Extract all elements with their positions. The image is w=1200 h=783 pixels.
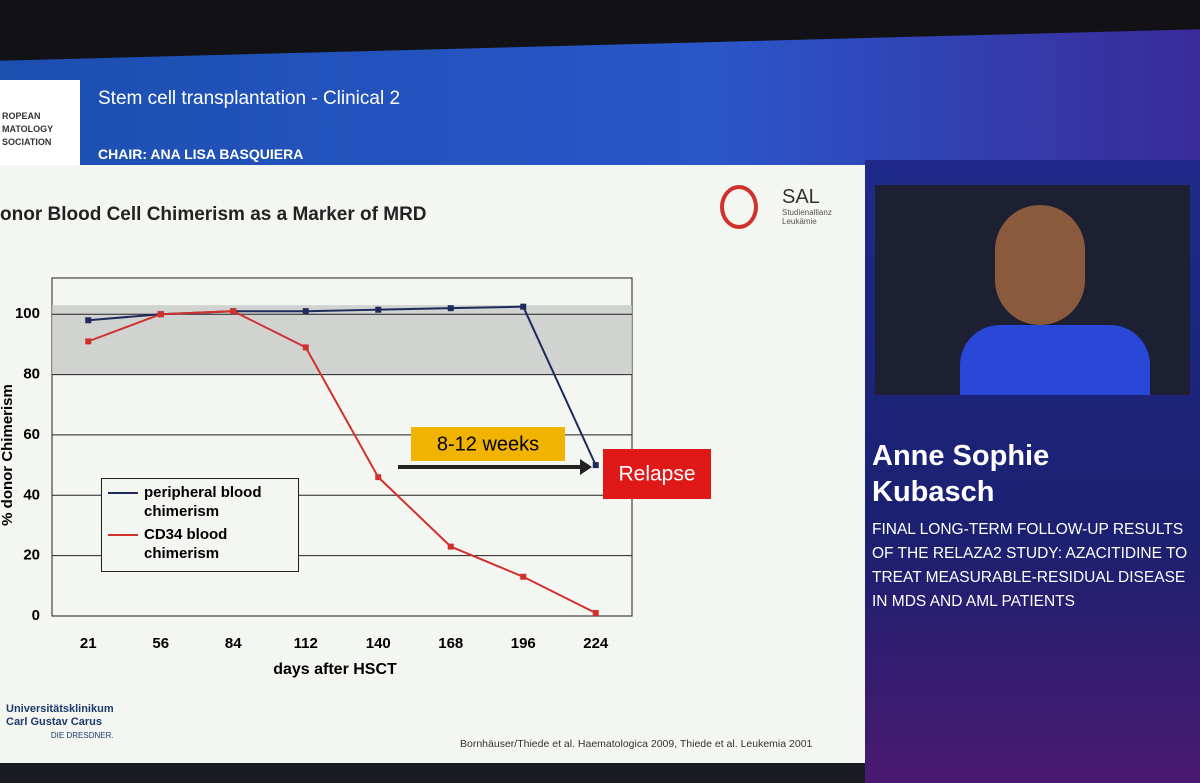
data-point bbox=[520, 303, 527, 310]
talk-title: FINAL LONG-TERM FOLLOW-UP RESULTS OF THE… bbox=[872, 521, 1188, 610]
chair: CHAIR: ANA LISA BASQUIERA bbox=[98, 146, 304, 162]
data-point bbox=[447, 543, 454, 550]
institution: Universitätsklinikum Carl Gustav Carus D… bbox=[6, 703, 114, 742]
annotation: 8-12 weeks bbox=[437, 433, 539, 455]
data-point bbox=[520, 573, 527, 580]
x-tick-label: 56 bbox=[152, 635, 169, 652]
legend-entry: CD34 blood chimerism bbox=[108, 525, 292, 563]
legend-entry: peripheral blood chimerism bbox=[108, 483, 292, 521]
arrow-head bbox=[580, 459, 592, 475]
logo-line: MATOLOGY bbox=[2, 124, 54, 134]
x-tick-label: 224 bbox=[583, 635, 609, 652]
logo-text: ROPEAN MATOLOGY SOCIATION bbox=[2, 110, 53, 149]
sal-logo bbox=[720, 185, 758, 229]
chart-title: onor Blood Cell Chimerism as a Marker of… bbox=[0, 204, 427, 225]
name-line: Anne Sophie bbox=[872, 440, 1050, 472]
legend-key bbox=[108, 534, 138, 536]
annotation-box bbox=[603, 449, 711, 499]
x-tick-label: 84 bbox=[225, 635, 242, 652]
sal-sub-line: Leukämie bbox=[782, 217, 817, 226]
legend-key bbox=[108, 492, 138, 494]
sal-text: SAL bbox=[782, 186, 820, 208]
logo-line: SOCIATION bbox=[2, 137, 52, 147]
name-line: Kubasch bbox=[872, 476, 995, 508]
y-tick-label: 40 bbox=[23, 486, 40, 503]
series-line bbox=[87, 310, 597, 614]
data-point bbox=[302, 308, 309, 315]
y-tick-label: 60 bbox=[23, 426, 40, 443]
speaker-video bbox=[875, 185, 1190, 395]
data-point bbox=[375, 306, 382, 313]
x-tick-label: 21 bbox=[80, 635, 97, 652]
legend-label: peripheral blood chimerism bbox=[144, 484, 262, 520]
data-point bbox=[447, 305, 454, 312]
data-point bbox=[230, 308, 237, 315]
x-tick-label: 112 bbox=[294, 635, 318, 652]
chart: onor Blood Cell Chimerism as a Marker of… bbox=[0, 204, 711, 678]
x-tick-label: 168 bbox=[438, 635, 463, 652]
annotation: Relapse bbox=[618, 463, 695, 486]
logo-line: ROPEAN bbox=[2, 111, 41, 121]
slide bbox=[0, 165, 865, 763]
speaker-head bbox=[995, 205, 1085, 325]
speaker-body bbox=[960, 325, 1150, 395]
data-point bbox=[375, 474, 382, 481]
institution-line: Universitätsklinikum bbox=[6, 703, 114, 715]
x-tick-label: 196 bbox=[511, 635, 536, 652]
data-point bbox=[302, 344, 309, 351]
institution-line: DIE DRESDNER. bbox=[50, 731, 114, 740]
sal-sub-line: Studienallianz bbox=[782, 208, 832, 217]
legend: peripheral blood chimerism CD34 blood chi… bbox=[101, 478, 299, 572]
y-tick-label: 0 bbox=[32, 607, 40, 624]
data-point bbox=[592, 462, 599, 469]
logo-panel bbox=[0, 80, 80, 180]
x-axis-label: days after HSCT bbox=[273, 661, 397, 678]
sal-sub: Studienallianz Leukämie bbox=[782, 208, 832, 226]
y-axis-label: % donor Chimerism bbox=[0, 384, 16, 526]
citation: Bornhäuser/Thiede et al. Haematologica 2… bbox=[460, 738, 813, 750]
data-point bbox=[157, 311, 164, 318]
session-title: Stem cell transplantation - Clinical 2 bbox=[98, 88, 401, 109]
reference-band bbox=[52, 305, 632, 375]
data-point bbox=[85, 317, 92, 324]
data-point bbox=[592, 609, 599, 616]
institution-line: Carl Gustav Carus bbox=[6, 716, 102, 728]
speaker-name: Anne Sophie Kubasch bbox=[872, 438, 1049, 510]
y-tick-label: 20 bbox=[23, 547, 40, 564]
legend-box: peripheral blood chimerism CD34 blood chi… bbox=[101, 478, 299, 572]
legend-label: CD34 blood chimerism bbox=[144, 526, 228, 562]
y-tick-label: 80 bbox=[23, 366, 40, 383]
annotation-box bbox=[411, 427, 565, 461]
x-tick-label: 140 bbox=[366, 635, 391, 652]
data-point bbox=[85, 338, 92, 345]
y-tick-label: 100 bbox=[15, 305, 40, 322]
